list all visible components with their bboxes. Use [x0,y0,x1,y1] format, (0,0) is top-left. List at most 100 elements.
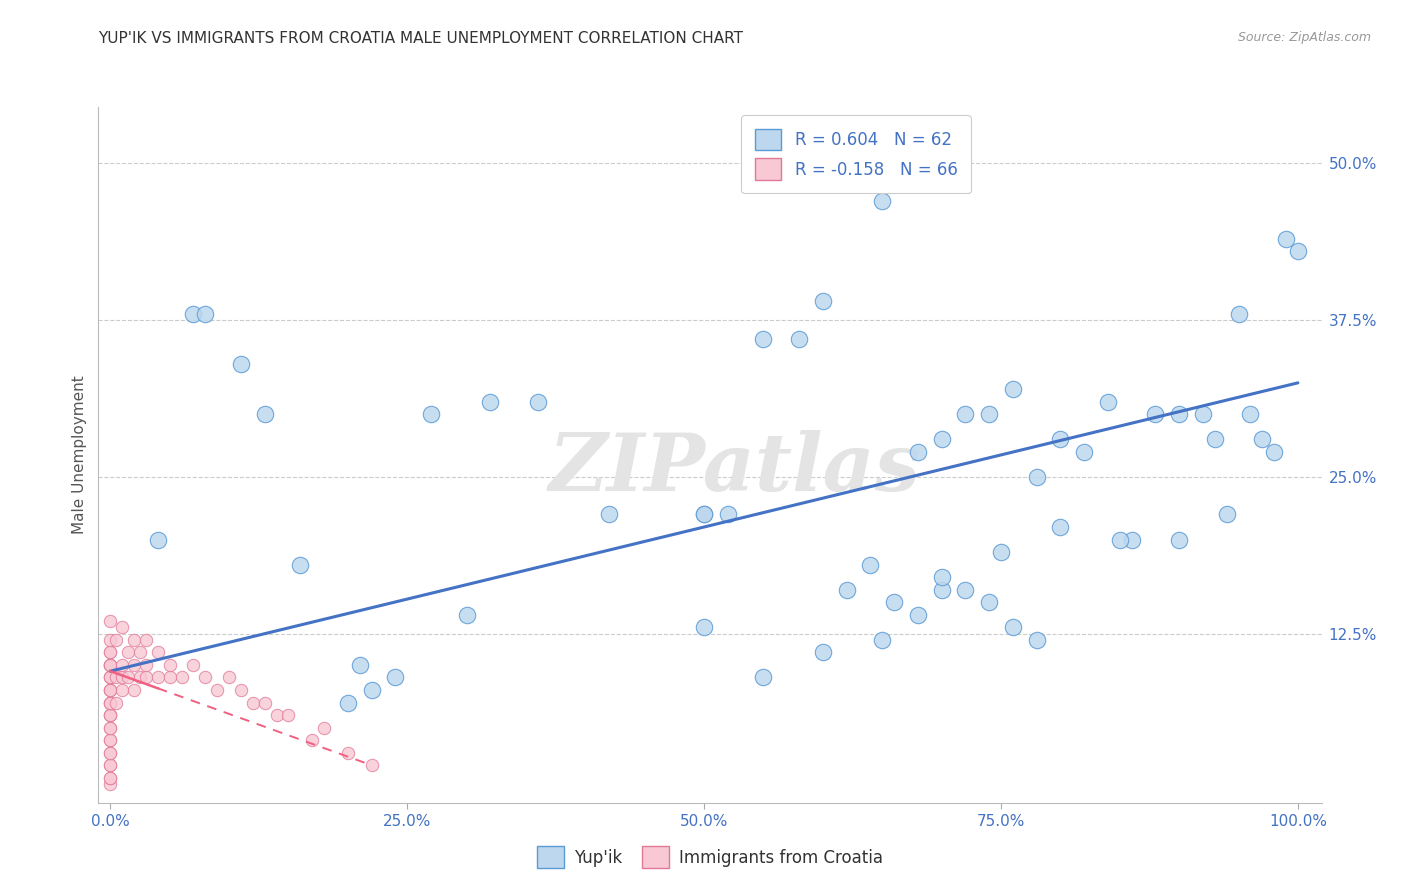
Point [977,407,1000,421]
Point [1168,407,1191,421]
Point [835,582,858,597]
Point [811,294,834,309]
Point [183,307,205,321]
Point [1251,432,1274,446]
Point [1108,533,1130,547]
Point [420,407,443,421]
Point [1286,244,1309,259]
Point [384,670,406,684]
Point [811,645,834,659]
Text: Source: ZipAtlas.com: Source: ZipAtlas.com [1237,31,1371,45]
Point [98,733,121,747]
Point [835,156,858,170]
Point [883,595,905,609]
Point [527,394,550,409]
Point [98,683,121,698]
Point [105,632,128,647]
Point [111,683,134,698]
Point [907,607,929,622]
Point [135,657,157,672]
Text: YUP'IK VS IMMIGRANTS FROM CROATIA MALE UNEMPLOYMENT CORRELATION CHART: YUP'IK VS IMMIGRANTS FROM CROATIA MALE U… [98,31,744,46]
Point [170,670,193,684]
Point [98,777,121,791]
Point [907,444,929,458]
Point [1121,533,1143,547]
Point [717,508,740,522]
Point [159,670,181,684]
Point [1049,520,1071,534]
Point [479,394,502,409]
Point [1049,432,1071,446]
Point [253,696,276,710]
Point [105,696,128,710]
Point [1025,470,1047,484]
Point [98,746,121,760]
Point [129,645,152,659]
Point [1239,407,1261,421]
Point [98,733,121,747]
Point [955,582,977,597]
Point [122,657,145,672]
Point [98,645,121,659]
Point [1073,444,1095,458]
Point [1025,632,1047,647]
Point [98,721,121,735]
Point [98,771,121,785]
Point [1168,533,1191,547]
Point [336,696,359,710]
Point [135,632,157,647]
Point [955,407,977,421]
Point [1097,394,1119,409]
Point [98,645,121,659]
Point [1263,444,1285,458]
Point [752,670,775,684]
Point [752,332,775,346]
Point [135,670,157,684]
Point [117,645,139,659]
Point [98,696,121,710]
Point [111,657,134,672]
Point [229,357,252,371]
Point [205,683,228,698]
Point [98,758,121,772]
Point [98,683,121,698]
Point [98,721,121,735]
Point [336,746,359,760]
Point [129,670,152,684]
Point [787,332,810,346]
Point [1001,620,1024,634]
Point [301,733,323,747]
Point [98,746,121,760]
Point [1227,307,1250,321]
Point [977,595,1000,609]
Point [859,558,882,572]
Point [870,194,893,208]
Point [1144,407,1167,421]
Point [183,657,205,672]
Point [1275,232,1298,246]
Point [146,533,169,547]
Point [312,721,335,735]
Point [122,683,145,698]
Point [98,708,121,723]
Point [98,696,121,710]
Point [931,570,953,584]
Point [98,657,121,672]
Point [349,657,371,672]
Point [242,696,264,710]
Point [290,558,312,572]
Point [122,632,145,647]
Point [159,657,181,672]
Point [105,670,128,684]
Point [146,670,169,684]
Point [360,758,382,772]
Point [990,545,1012,559]
Point [98,696,121,710]
Point [98,657,121,672]
Point [931,582,953,597]
Point [98,683,121,698]
Point [360,683,382,698]
Point [693,620,716,634]
Point [146,645,169,659]
Point [111,620,134,634]
